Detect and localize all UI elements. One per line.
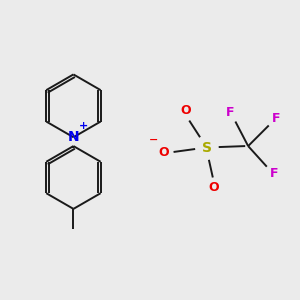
Text: +: + <box>79 122 88 131</box>
Text: F: F <box>269 167 278 180</box>
Text: −: − <box>149 135 159 145</box>
Text: O: O <box>158 146 169 159</box>
Text: F: F <box>272 112 280 125</box>
Text: S: S <box>202 141 212 155</box>
Text: O: O <box>180 104 190 117</box>
Text: N: N <box>68 130 79 144</box>
Text: O: O <box>208 181 219 194</box>
Text: F: F <box>226 106 235 119</box>
